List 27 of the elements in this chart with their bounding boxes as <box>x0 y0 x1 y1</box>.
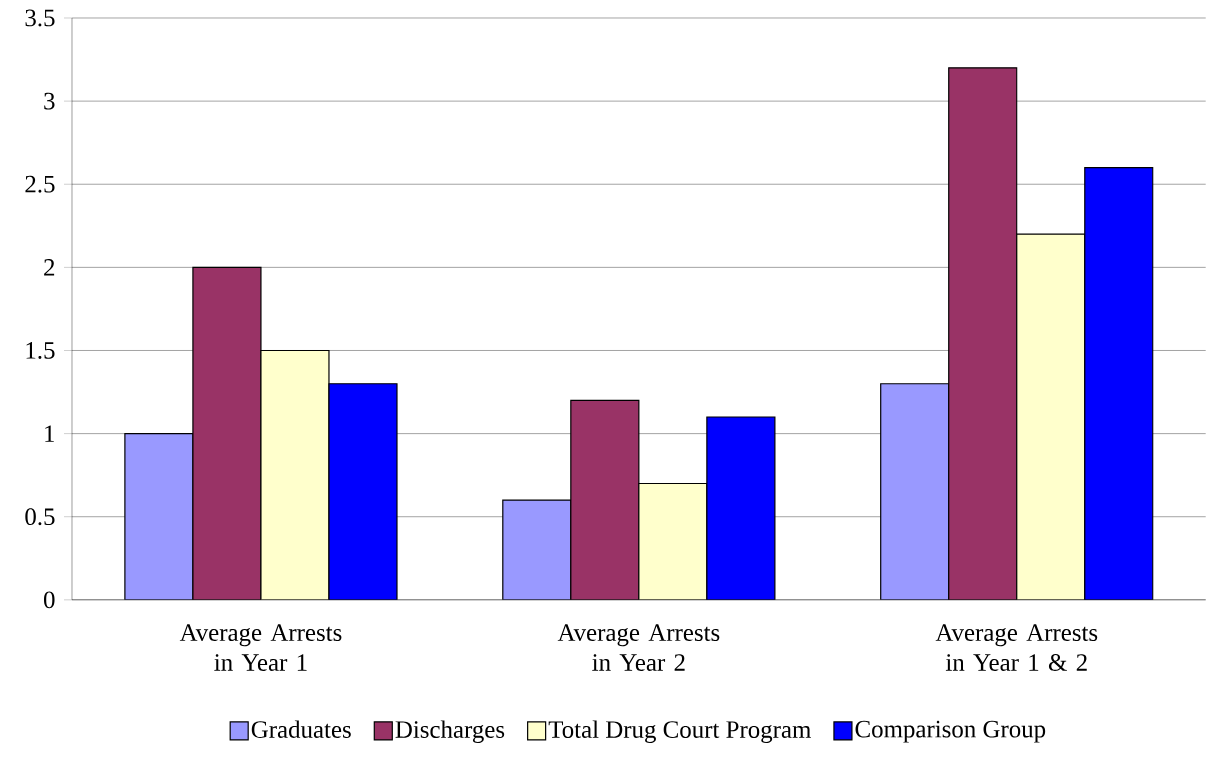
legend-label: Discharges <box>395 720 505 744</box>
y-tick-label: 2 <box>44 259 55 276</box>
y-tick-label: 2.5 <box>25 175 55 193</box>
bar <box>260 349 330 600</box>
y-tick-label: 0.5 <box>25 508 55 526</box>
y-tick-label: 1 <box>45 425 54 442</box>
y-tick-label: 3.5 <box>25 9 55 27</box>
bar <box>948 67 1018 600</box>
y-tick-label: 1.5 <box>26 342 55 359</box>
bar <box>706 416 776 600</box>
bar <box>502 499 572 600</box>
legend-label: Comparison Group <box>855 720 1046 743</box>
bar <box>570 399 640 600</box>
bar <box>1016 233 1086 600</box>
x-tick-label: Average Arrests in Year 1 & 2 <box>935 624 1098 672</box>
bar <box>124 433 194 600</box>
bar <box>638 482 708 600</box>
bar <box>1084 167 1154 600</box>
y-tick-label: 3 <box>44 92 55 110</box>
x-tick-label: Average Arrests in Year 1 <box>179 624 342 672</box>
x-tick-label: Average Arrests in Year 2 <box>557 624 720 672</box>
bar <box>328 383 398 600</box>
bar <box>192 266 262 600</box>
legend-label: Total Drug Court Program <box>548 720 811 744</box>
bar <box>880 383 950 600</box>
legend-label: Graduates <box>251 720 351 739</box>
y-tick-label: 0 <box>43 591 55 609</box>
